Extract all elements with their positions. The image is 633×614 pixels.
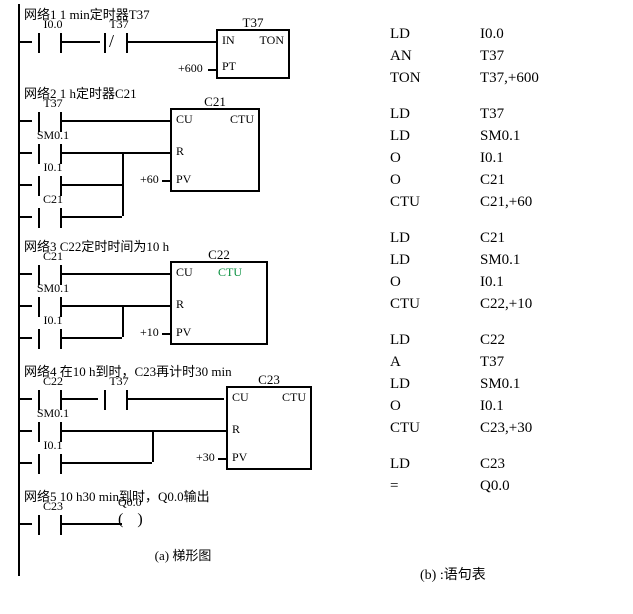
inst-row: LDSM0.1 [390,128,610,150]
inst-row: LDSM0.1 [390,252,610,274]
ton-box: T37 IN TON PT [216,29,290,79]
ctu-c22: C22 CU CTU R PV [170,261,268,345]
inst-row: OI0.1 [390,274,610,296]
mnemonic: O [390,274,480,296]
mnemonic: LD [390,332,480,354]
operand: C21,+60 [480,194,532,216]
mnemonic: AN [390,48,480,70]
operand: SM0.1 [480,376,520,398]
mnemonic: CTU [390,420,480,442]
mnemonic: LD [390,230,480,252]
inst-row: LDC21 [390,230,610,252]
mnemonic: LD [390,106,480,128]
inst-row: LDC23 [390,456,610,478]
mnemonic: A [390,354,480,376]
mnemonic: LD [390,456,480,478]
net1: I0.0 / T37 T37 IN TON PT +600 [18,23,348,63]
inst-row: LDC22 [390,332,610,354]
operand: C21 [480,172,505,194]
operand: SM0.1 [480,128,520,150]
inst-row [390,216,610,230]
inst-row [390,318,610,332]
operand: T37 [480,48,504,70]
operand: I0.1 [480,398,504,420]
inst-row [390,92,610,106]
operand: C22,+10 [480,296,532,318]
inst-row: CTUC22,+10 [390,296,610,318]
operand: C21 [480,230,505,252]
operand: I0.0 [480,26,504,48]
instruction-list: LDI0.0ANT37TONT37,+600LDT37LDSM0.1OI0.1O… [390,26,610,500]
mnemonic: CTU [390,296,480,318]
operand: T37 [480,354,504,376]
inst-row [390,442,610,456]
ladder-diagram: 网络1 1 min定时器T37 I0.0 / T37 T37 IN TON PT… [18,4,348,564]
inst-row: LDI0.0 [390,26,610,48]
operand: SM0.1 [480,252,520,274]
mnemonic: CTU [390,194,480,216]
inst-row: TONT37,+600 [390,70,610,92]
ladder-caption: (a) 梯形图 [18,545,348,564]
inst-row: ANT37 [390,48,610,70]
operand: T37,+600 [480,70,539,92]
inst-caption: (b) :语句表 [420,564,486,584]
ctu-c23: C23 CU CTU R PV [226,386,312,470]
pv-600: +600 [178,61,203,76]
inst-row: OI0.1 [390,150,610,172]
inst-row: OC21 [390,172,610,194]
inst-row: =Q0.0 [390,478,610,500]
operand: T37 [480,106,504,128]
operand: Q0.0 [480,478,510,500]
inst-row: LDT37 [390,106,610,128]
operand: C22 [480,332,505,354]
mnemonic: O [390,150,480,172]
net3: C21 SM0.1 I0.1 C22 CU CTU R PV [18,255,348,355]
mnemonic: LD [390,376,480,398]
inst-row: AT37 [390,354,610,376]
inst-row: OI0.1 [390,398,610,420]
mnemonic: = [390,478,480,500]
inst-row: CTUC23,+30 [390,420,610,442]
operand: C23 [480,456,505,478]
operand: I0.1 [480,274,504,296]
net4: C22 T37 SM0.1 I0.1 C23 CU [18,380,348,480]
ctu-c21: C21 CU CTU R PV [170,108,260,192]
mnemonic: LD [390,128,480,150]
mnemonic: LD [390,252,480,274]
operand: C23,+30 [480,420,532,442]
inst-row: LDSM0.1 [390,376,610,398]
mnemonic: O [390,398,480,420]
inst-row: CTUC21,+60 [390,194,610,216]
mnemonic: LD [390,26,480,48]
operand: I0.1 [480,150,504,172]
mnemonic: O [390,172,480,194]
net2: T37 SM0.1 I0.1 C21 C2 [18,102,348,230]
net5: C23 Q0.0 ( ) [18,505,348,539]
mnemonic: TON [390,70,480,92]
